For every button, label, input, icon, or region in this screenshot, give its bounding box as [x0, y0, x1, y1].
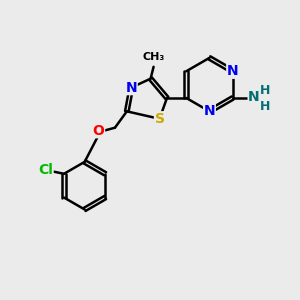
Text: Cl: Cl [38, 163, 53, 177]
Text: H: H [260, 100, 271, 112]
Text: N: N [204, 104, 215, 118]
Text: S: S [154, 112, 164, 126]
Text: N: N [248, 90, 260, 104]
Text: H: H [260, 84, 271, 97]
Text: N: N [125, 81, 137, 94]
Text: N: N [227, 64, 239, 78]
Text: CH₃: CH₃ [142, 52, 165, 62]
Text: O: O [93, 124, 104, 138]
